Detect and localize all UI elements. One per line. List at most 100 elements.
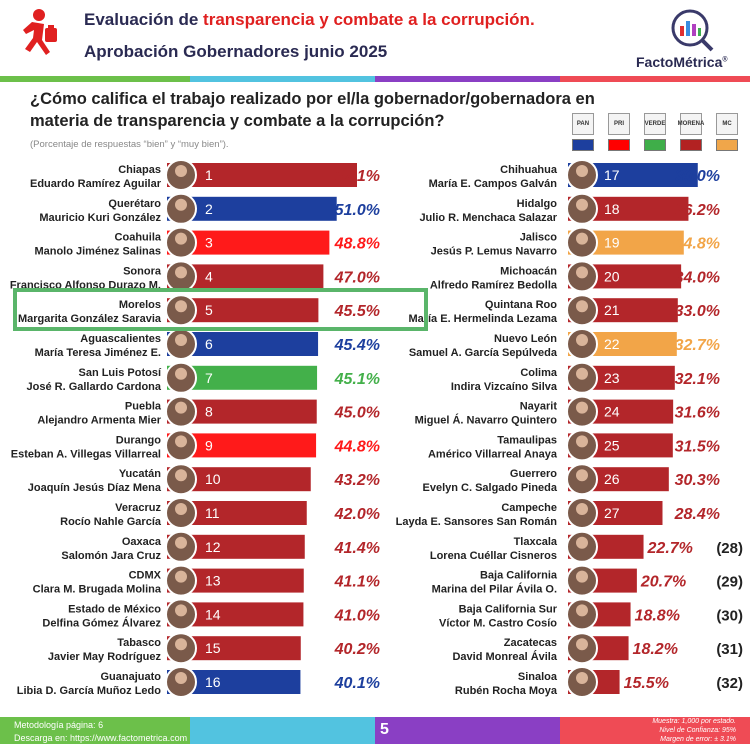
highlight-box-morelos <box>13 288 428 331</box>
sample-note: Muestra: 1,000 por estado. <box>652 718 736 725</box>
avatar-face-queretaro <box>175 198 187 211</box>
state-name-campeche: Campeche <box>501 502 557 514</box>
page-number: 5 <box>380 721 389 738</box>
governor-name-michoacan: Alfredo Ramírez Bedolla <box>430 279 558 291</box>
governor-name-hidalgo: Julio R. Menchaca Salazar <box>419 212 557 224</box>
header-stripe-green <box>0 76 190 82</box>
governor-name-nuevo-leon: Samuel A. García Sepúlveda <box>409 347 558 359</box>
governor-name-veracruz: Rocío Nahle García <box>60 516 162 528</box>
rank-label-morelos: 5 <box>205 302 213 318</box>
rank-label-colima: 23 <box>604 370 620 386</box>
governor-name-san-luis-potosi: José R. Gallardo Cardona <box>27 381 162 393</box>
governor-name-yucatan: Joaquín Jesús Díaz Mena <box>28 482 162 494</box>
state-name-morelos: Morelos <box>119 299 161 311</box>
rank-label-tabasco: 15 <box>205 640 221 656</box>
avatar-face-guanajuato <box>175 672 187 684</box>
download-link[interactable]: Descarga en: https://www.factometrica.co… <box>14 733 188 743</box>
avatar-face-tamaulipas <box>576 435 588 448</box>
value-label-aguascalientes: 45.4% <box>334 337 380 354</box>
governor-name-puebla: Alejandro Armenta Mier <box>37 415 161 427</box>
avatar-face-baja-california <box>576 570 588 583</box>
governor-name-queretaro: Mauricio Kuri González <box>39 212 161 224</box>
state-name-baja-california-sur: Baja California Sur <box>459 603 558 615</box>
value-label-nuevo-leon: 32.7% <box>675 337 720 354</box>
rank-paren-sinaloa: (32) <box>716 675 743 692</box>
state-name-coahuila: Coahuila <box>115 232 162 244</box>
rank-label-campeche: 27 <box>604 505 620 521</box>
corruption-runner-icon <box>23 9 57 55</box>
rank-label-san-luis-potosi: 7 <box>205 370 213 386</box>
value-label-estado-de-mexico: 41.0% <box>334 607 380 624</box>
state-name-jalisco: Jalisco <box>520 232 558 244</box>
avatar-face-guerrero <box>576 469 588 482</box>
value-label-baja-california: 20.7% <box>640 574 686 591</box>
morena-logo: MORENA <box>678 113 704 135</box>
survey-question: ¿Cómo califica el trabajo realizado por … <box>30 90 595 130</box>
state-name-oaxaca: Oaxaca <box>122 536 162 548</box>
value-label-guanajuato: 40.1% <box>334 675 380 692</box>
rank-label-michoacan: 20 <box>604 268 620 284</box>
state-name-san-luis-potosi: San Luis Potosí <box>78 367 161 379</box>
avatar-face-tabasco <box>175 638 187 651</box>
governor-name-baja-california: Marina del Pilar Ávila O. <box>432 583 557 596</box>
avatar-face-coahuila <box>175 232 187 245</box>
value-label-chiapas: 57.1% <box>335 168 380 185</box>
rank-label-veracruz: 11 <box>205 505 220 521</box>
rank-label-hidalgo: 18 <box>604 201 620 217</box>
rank-label-chihuahua: 17 <box>604 167 620 183</box>
rank-paren-baja-california: (29) <box>716 574 743 591</box>
governor-name-zacatecas: David Monreal Ávila <box>452 650 557 663</box>
state-name-colima: Colima <box>520 367 558 379</box>
avatar-face-zacatecas <box>576 638 588 651</box>
governor-name-guanajuato: Libia D. García Muñoz Ledo <box>17 685 162 697</box>
rank-label-puebla: 8 <box>205 404 213 420</box>
governor-name-chihuahua: María E. Campos Galván <box>429 178 558 190</box>
state-name-zacatecas: Zacatecas <box>504 637 557 649</box>
state-name-yucatan: Yucatán <box>119 468 161 480</box>
governor-name-estado-de-mexico: Delfina Gómez Álvarez <box>42 616 161 629</box>
avatar-face-nayarit <box>576 401 588 414</box>
value-label-hidalgo: 36.2% <box>675 202 720 219</box>
value-label-colima: 32.1% <box>675 371 720 388</box>
avatar-face-tlaxcala <box>576 536 588 549</box>
value-label-yucatan: 43.2% <box>334 472 380 489</box>
avatar-face-sinaloa <box>576 672 588 684</box>
value-label-michoacan: 34.0% <box>675 269 720 286</box>
state-name-chihuahua: Chihuahua <box>500 164 558 176</box>
state-name-tabasco: Tabasco <box>117 637 161 649</box>
state-name-tamaulipas: Tamaulipas <box>497 434 557 446</box>
rank-label-nayarit: 24 <box>604 404 620 420</box>
governor-name-durango: Esteban A. Villegas Villarreal <box>11 448 161 460</box>
state-name-sinaloa: Sinaloa <box>518 671 558 683</box>
header-title: Evaluación de transparencia y combate a … <box>84 10 535 29</box>
value-label-campeche: 28.4% <box>674 506 720 523</box>
pri-logo: PRI <box>608 113 630 135</box>
value-label-nayarit: 31.6% <box>675 405 720 422</box>
header-title-highlight: transparencia y combate a la corrupción. <box>203 10 535 29</box>
mc-color-swatch <box>716 139 738 151</box>
governor-name-oaxaca: Salomón Jara Cruz <box>61 550 161 562</box>
state-name-veracruz: Veracruz <box>115 502 161 514</box>
governor-name-nayarit: Miguel Á. Navarro Quintero <box>415 414 558 427</box>
avatar-face-oaxaca <box>175 536 187 549</box>
rank-label-estado-de-mexico: 14 <box>205 606 221 622</box>
value-label-coahuila: 48.8% <box>334 236 380 253</box>
rank-label-queretaro: 2 <box>205 201 213 217</box>
value-label-quintana-roo: 33.0% <box>675 303 720 320</box>
header-stripe-cyan <box>190 76 375 82</box>
avatar-face-chiapas <box>175 165 187 177</box>
avatar-face-puebla <box>175 401 187 414</box>
rank-label-tamaulipas: 25 <box>604 437 620 453</box>
value-label-puebla: 45.0% <box>334 405 380 422</box>
avatar-face-campeche <box>576 503 588 515</box>
footer-segment-red <box>560 717 750 744</box>
avatar-face-chihuahua <box>576 165 588 177</box>
rank-label-chiapas: 1 <box>205 167 213 183</box>
header: Evaluación de transparencia y combate a … <box>0 0 750 78</box>
avatar-face-durango <box>175 435 187 448</box>
state-name-baja-california: Baja California <box>480 570 558 582</box>
pan-color-swatch <box>572 139 594 151</box>
avatar-face-sonora <box>175 266 187 279</box>
governor-name-tlaxcala: Lorena Cuéllar Cisneros <box>430 550 557 562</box>
